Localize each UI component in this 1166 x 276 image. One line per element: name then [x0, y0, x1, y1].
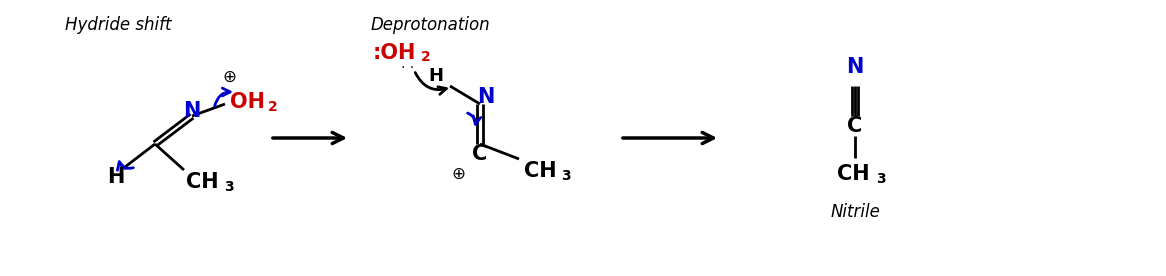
Text: 3: 3 [224, 180, 234, 194]
Text: CH: CH [185, 172, 218, 192]
Text: C: C [848, 116, 863, 136]
Text: CH: CH [524, 161, 556, 181]
Text: 3: 3 [876, 172, 886, 186]
Text: N: N [183, 101, 201, 121]
Text: Deprotonation: Deprotonation [370, 16, 490, 34]
Text: CH: CH [837, 164, 870, 184]
Text: 2: 2 [268, 100, 278, 114]
Text: Hydride shift: Hydride shift [65, 16, 171, 34]
Text: 3: 3 [561, 169, 571, 183]
Text: N: N [847, 57, 864, 77]
Text: :OH: :OH [372, 43, 416, 63]
Text: ⊕: ⊕ [451, 165, 465, 183]
Text: 2: 2 [421, 50, 431, 64]
Text: OH: OH [230, 92, 265, 112]
Text: N: N [477, 87, 494, 107]
Text: ⊕: ⊕ [222, 68, 236, 86]
Text: H: H [428, 67, 443, 85]
Text: H: H [107, 167, 125, 187]
Text: C: C [472, 144, 487, 164]
Text: Nitrile: Nitrile [830, 203, 880, 221]
Text: · ·: · · [401, 61, 415, 75]
